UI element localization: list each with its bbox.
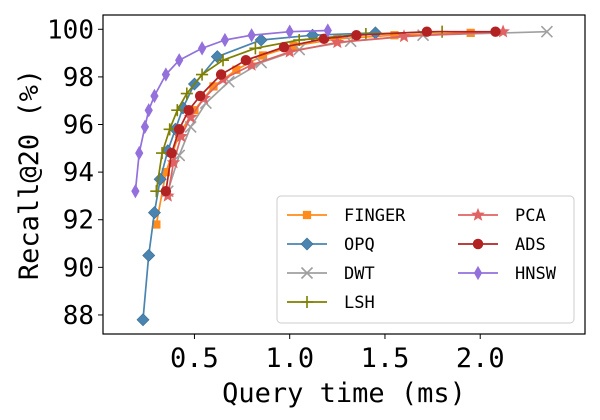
pca-point xyxy=(174,129,188,143)
x-tick-label: 2.0 xyxy=(456,343,505,374)
legend-item-pca: PCA xyxy=(458,206,546,226)
x-tick-label: 1.0 xyxy=(265,343,314,374)
ads-point xyxy=(318,33,330,45)
opq-point xyxy=(142,248,156,262)
ads-point xyxy=(166,147,177,159)
legend-label: ADS xyxy=(515,235,546,255)
lsh-point xyxy=(216,54,230,67)
series-pca xyxy=(160,24,510,202)
y-axis-title: Recall@20 (%) xyxy=(14,69,45,280)
hnsw-point xyxy=(323,23,332,38)
lsh-point xyxy=(249,42,262,55)
series-hnsw xyxy=(131,23,332,199)
lsh-point xyxy=(156,147,169,160)
legend-label: FINGER xyxy=(344,206,406,226)
pca-point xyxy=(330,35,345,49)
hnsw-point xyxy=(131,184,140,199)
legend-item-lsh: LSH xyxy=(287,293,375,313)
finger-point xyxy=(152,220,161,229)
lsh-point xyxy=(150,185,163,198)
ads-point xyxy=(194,90,206,102)
series-dwt xyxy=(161,25,553,198)
lsh-point xyxy=(171,104,184,117)
y-tick-label: 90 xyxy=(63,253,94,283)
finger-point xyxy=(390,31,399,40)
y-tick-label: 92 xyxy=(63,206,94,236)
lsh-point xyxy=(196,68,209,81)
legend-label: DWT xyxy=(344,264,375,284)
ads-point xyxy=(183,104,194,116)
y-tick-label: 88 xyxy=(63,301,94,331)
hnsw-point xyxy=(140,119,150,135)
dwt-point xyxy=(540,25,553,38)
legend-swatch-marker xyxy=(300,266,314,280)
ads-point xyxy=(490,26,501,37)
lsh-point xyxy=(180,87,193,100)
series-ads xyxy=(160,26,501,197)
x-tick-label: 1.5 xyxy=(361,343,410,374)
finger-point xyxy=(209,82,218,91)
hnsw-point xyxy=(220,32,230,48)
legend-swatch-marker xyxy=(300,295,314,309)
legend-swatch-marker xyxy=(471,207,485,221)
opq-point xyxy=(136,313,150,327)
ads-point xyxy=(173,124,185,135)
ads-point xyxy=(278,41,290,53)
legend-swatch-marker xyxy=(472,238,484,250)
x-axis-title: Query time (ms) xyxy=(222,378,466,409)
hnsw-point xyxy=(144,103,153,118)
plot-marks xyxy=(131,23,553,327)
hnsw-point xyxy=(197,41,207,56)
ads-point xyxy=(240,55,252,66)
legend-item-finger: FINGER xyxy=(287,206,406,226)
hnsw-point xyxy=(161,67,170,82)
legend: FINGER OPQ DWT LSH PCA ADS HNSW xyxy=(276,195,575,324)
legend-item-dwt: DWT xyxy=(287,264,375,284)
plot-frame xyxy=(102,14,586,335)
x-tick-label: 0.5 xyxy=(170,343,219,374)
opq-point xyxy=(254,33,268,47)
legend-label: OPQ xyxy=(344,235,375,255)
finger-point xyxy=(161,167,170,177)
legend-label: LSH xyxy=(344,293,375,313)
finger-point xyxy=(190,106,199,115)
legend-item-ads: ADS xyxy=(458,235,546,255)
y-tick-label: 96 xyxy=(63,111,94,141)
legend-item-opq: OPQ xyxy=(287,235,375,255)
hnsw-point xyxy=(135,145,144,161)
legend-label: HNSW xyxy=(515,264,557,284)
legend-label: PCA xyxy=(515,206,546,226)
finger-point xyxy=(258,51,268,60)
axis-ticks: 0.5 1.0 1.5 2.0 88 90 92 94 96 98 100 xyxy=(47,15,505,374)
ads-point xyxy=(215,69,227,80)
hnsw-point xyxy=(285,24,294,39)
y-tick-label: 98 xyxy=(63,63,94,93)
opq-line xyxy=(142,32,376,320)
hnsw-point xyxy=(247,28,256,43)
hnsw-point xyxy=(150,88,159,104)
pca-point xyxy=(397,29,411,43)
ads-point xyxy=(421,26,433,37)
pca-point xyxy=(166,155,181,169)
legend-item-hnsw: HNSW xyxy=(458,264,557,284)
legend-swatch-marker xyxy=(302,210,312,220)
opq-point xyxy=(210,50,224,64)
lsh-line xyxy=(155,30,443,192)
dwt-line xyxy=(166,30,547,192)
y-tick-label: 100 xyxy=(47,15,94,45)
finger-point xyxy=(232,65,241,74)
lsh-point xyxy=(163,123,176,136)
legend-swatch-marker xyxy=(473,265,483,281)
hnsw-point xyxy=(175,53,184,68)
legend-swatch-marker xyxy=(300,237,314,251)
ads-point xyxy=(160,185,172,197)
legend-box xyxy=(276,195,575,324)
y-tick-label: 94 xyxy=(63,158,94,188)
opq-point xyxy=(147,206,161,220)
ads-point xyxy=(351,30,362,41)
